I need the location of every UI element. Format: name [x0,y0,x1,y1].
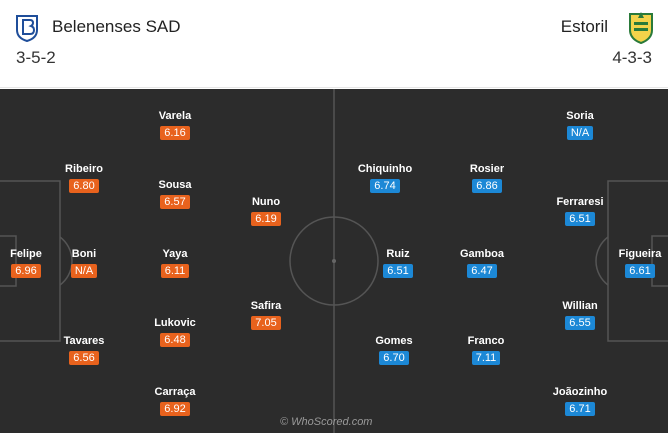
player-name: Felipe [10,248,42,260]
pitch-markings [0,89,668,433]
player-name: Varela [158,110,192,122]
away-player[interactable]: Rosier 6.86 [447,163,527,194]
player-name: Lukovic [154,317,196,329]
player-rating: 6.48 [160,333,190,347]
player-name: Tavares [63,335,105,347]
away-player[interactable]: Willian 6.55 [540,300,620,331]
away-player[interactable]: Ruiz 6.51 [358,248,438,279]
player-rating: 6.61 [625,264,655,278]
player-name: Ruiz [386,248,410,260]
away-player[interactable]: Gamboa 6.47 [442,248,522,279]
match-header: Belenenses SAD 3-5-2 Estoril 4-3-3 [0,0,668,88]
away-player[interactable]: Franco 7.11 [446,335,526,366]
player-rating: 6.16 [160,126,190,140]
away-formation: 4-3-3 [612,48,652,67]
home-player[interactable]: Varela 6.16 [135,110,215,141]
player-rating: 6.55 [565,316,595,330]
player-name: Gamboa [459,248,504,260]
player-rating: 6.19 [251,212,281,226]
player-rating: 7.05 [251,316,281,330]
player-rating: 6.74 [370,179,400,193]
player-rating: 7.11 [471,351,501,365]
player-name: Boni [71,248,97,260]
home-team-name[interactable]: Belenenses SAD [52,17,181,36]
estoril-crest-icon [629,12,653,44]
home-player[interactable]: Tavares 6.56 [44,335,124,366]
player-rating: 6.96 [11,264,41,278]
player-name: Sousa [158,179,192,191]
player-rating: 6.56 [69,351,99,365]
player-name: Ferraresi [556,196,604,208]
player-rating: 6.71 [565,402,595,416]
player-name: Carraça [154,386,196,398]
home-player[interactable]: Carraça 6.92 [135,386,215,417]
home-player[interactable]: Safira 7.05 [226,300,306,331]
player-name: Joãozinho [552,386,608,398]
player-rating: 6.47 [467,264,497,278]
player-rating: N/A [70,264,98,278]
away-team-name[interactable]: Estoril [560,17,608,36]
away-player[interactable]: Ferraresi 6.51 [540,196,620,227]
player-name: Willian [562,300,598,312]
player-rating: 6.57 [160,195,190,209]
player-name: Safira [250,300,282,312]
pitch: Felipe 6.96 Ribeiro 6.80 Boni N/A Tavare… [0,89,668,433]
home-formation: 3-5-2 [16,48,56,67]
player-name: Nuno [251,196,281,208]
away-player[interactable]: Joãozinho 6.71 [540,386,620,417]
player-rating: 6.11 [160,264,190,278]
away-player[interactable]: Gomes 6.70 [354,335,434,366]
player-name: Ribeiro [65,163,103,175]
away-player[interactable]: Chiquinho 6.74 [345,163,425,194]
away-player[interactable]: Soria N/A [540,110,620,141]
player-name: Gomes [375,335,413,347]
away-player[interactable]: Figueira 6.61 [600,248,668,279]
player-rating: 6.70 [379,351,409,365]
player-rating: 6.92 [160,402,190,416]
player-name: Yaya [162,248,188,260]
home-player[interactable]: Sousa 6.57 [135,179,215,210]
player-rating: 6.51 [565,212,595,226]
player-rating: 6.80 [69,179,99,193]
player-name: Franco [467,335,505,347]
home-player[interactable]: Ribeiro 6.80 [44,163,124,194]
home-player[interactable]: Felipe 6.96 [0,248,66,279]
player-rating: 6.86 [472,179,502,193]
home-player[interactable]: Lukovic 6.48 [135,317,215,348]
home-player[interactable]: Yaya 6.11 [135,248,215,279]
player-rating: N/A [566,126,594,140]
home-player[interactable]: Nuno 6.19 [226,196,306,227]
home-player[interactable]: Boni N/A [44,248,124,279]
player-name: Soria [566,110,594,122]
player-name: Figueira [618,248,662,260]
player-rating: 6.51 [383,264,413,278]
belenenses-crest-icon [16,15,38,42]
watermark: © WhoScored.com [280,416,373,428]
player-name: Rosier [469,163,505,175]
player-name: Chiquinho [357,163,413,175]
